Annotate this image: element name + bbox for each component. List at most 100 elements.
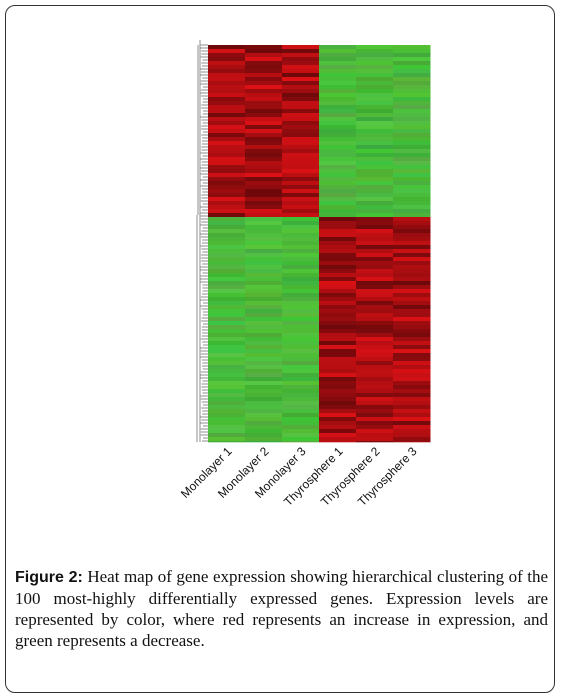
heatmap-cell bbox=[319, 129, 357, 134]
heatmap-cell bbox=[282, 209, 320, 214]
heatmap-cell bbox=[393, 141, 431, 146]
heatmap-cell bbox=[393, 305, 431, 310]
heatmap-cell bbox=[319, 437, 357, 442]
heatmap-cell bbox=[319, 281, 357, 286]
heatmap-cell bbox=[282, 181, 320, 186]
heatmap-cell bbox=[356, 405, 394, 410]
heatmap-cell bbox=[282, 305, 320, 310]
heatmap-cell bbox=[319, 357, 357, 362]
heatmap-cell bbox=[245, 141, 283, 146]
heatmap-cell bbox=[208, 185, 246, 190]
heatmap-cell bbox=[319, 441, 357, 443]
heatmap-cell bbox=[208, 153, 246, 158]
heatmap-cell bbox=[208, 45, 246, 50]
heatmap-cell bbox=[282, 313, 320, 318]
heatmap-cell bbox=[282, 245, 320, 250]
heatmap-cell bbox=[245, 69, 283, 74]
heatmap-cell bbox=[245, 145, 283, 150]
heatmap-cell bbox=[393, 373, 431, 378]
heatmap-cell bbox=[319, 177, 357, 182]
heatmap-cell bbox=[245, 93, 283, 98]
heatmap-cell bbox=[393, 381, 431, 386]
heatmap-cell bbox=[245, 417, 283, 422]
heatmap-cell bbox=[356, 317, 394, 322]
heatmap-cell bbox=[282, 129, 320, 134]
heatmap-cell bbox=[319, 189, 357, 194]
heatmap-cell bbox=[393, 65, 431, 70]
heatmap-cell bbox=[393, 441, 431, 443]
heatmap-cell bbox=[245, 413, 283, 418]
heatmap-cell bbox=[319, 133, 357, 138]
heatmap-cell bbox=[356, 273, 394, 278]
heatmap-cell bbox=[393, 129, 431, 134]
heatmap-cell bbox=[319, 369, 357, 374]
heatmap-cell bbox=[208, 425, 246, 430]
heatmap-cell bbox=[245, 245, 283, 250]
heatmap-cell bbox=[208, 269, 246, 274]
heatmap-cell bbox=[208, 121, 246, 126]
heatmap-cell bbox=[356, 141, 394, 146]
heatmap-cell bbox=[208, 345, 246, 350]
heatmap-cell bbox=[319, 337, 357, 342]
heatmap-cell bbox=[356, 145, 394, 150]
heatmap-cell bbox=[282, 441, 320, 443]
heatmap-cell bbox=[393, 89, 431, 94]
heatmap-cell bbox=[319, 257, 357, 262]
heatmap-cell bbox=[319, 53, 357, 58]
heatmap-cell bbox=[393, 377, 431, 382]
heatmap-cell bbox=[393, 185, 431, 190]
heatmap-cell bbox=[208, 157, 246, 162]
heatmap-cell bbox=[393, 385, 431, 390]
heatmap-cell bbox=[319, 277, 357, 282]
heatmap-cell bbox=[245, 125, 283, 130]
heatmap-cell bbox=[208, 189, 246, 194]
heatmap-cell bbox=[282, 177, 320, 182]
heatmap-cell bbox=[208, 433, 246, 438]
heatmap-cell bbox=[282, 269, 320, 274]
heatmap-cell bbox=[319, 157, 357, 162]
heatmap-cell bbox=[356, 373, 394, 378]
heatmap-cell bbox=[282, 385, 320, 390]
heatmap-cell bbox=[393, 201, 431, 206]
heatmap-cell bbox=[208, 265, 246, 270]
heatmap-cell bbox=[393, 405, 431, 410]
heatmap-cell bbox=[208, 261, 246, 266]
heatmap-cell bbox=[208, 317, 246, 322]
heatmap-cell bbox=[393, 165, 431, 170]
heatmap-cell bbox=[393, 321, 431, 326]
heatmap bbox=[208, 45, 431, 443]
heatmap-cell bbox=[245, 297, 283, 302]
heatmap-cell bbox=[319, 421, 357, 426]
heatmap-cell bbox=[356, 61, 394, 66]
heatmap-cell bbox=[208, 69, 246, 74]
heatmap-cell bbox=[393, 369, 431, 374]
heatmap-cell bbox=[356, 389, 394, 394]
heatmap-cell bbox=[393, 197, 431, 202]
heatmap-cell bbox=[393, 425, 431, 430]
heatmap-cell bbox=[282, 201, 320, 206]
heatmap-cell bbox=[393, 413, 431, 418]
heatmap-cell bbox=[356, 225, 394, 230]
heatmap-cell bbox=[319, 113, 357, 118]
heatmap-cell bbox=[393, 397, 431, 402]
heatmap-cell bbox=[356, 369, 394, 374]
heatmap-cell bbox=[319, 397, 357, 402]
heatmap-cell bbox=[356, 277, 394, 282]
heatmap-cell bbox=[282, 301, 320, 306]
heatmap-cell bbox=[319, 89, 357, 94]
heatmap-cell bbox=[282, 401, 320, 406]
heatmap-cell bbox=[245, 349, 283, 354]
heatmap-cell bbox=[356, 401, 394, 406]
heatmap-cell bbox=[282, 405, 320, 410]
heatmap-cell bbox=[319, 361, 357, 366]
heatmap-cell bbox=[208, 257, 246, 262]
heatmap-cell bbox=[319, 269, 357, 274]
heatmap-cell bbox=[319, 353, 357, 358]
heatmap-cell bbox=[356, 305, 394, 310]
heatmap-cell bbox=[282, 53, 320, 58]
heatmap-cell bbox=[319, 77, 357, 82]
heatmap-cell bbox=[245, 289, 283, 294]
heatmap-cell bbox=[208, 117, 246, 122]
heatmap-cell bbox=[245, 393, 283, 398]
heatmap-cell bbox=[245, 369, 283, 374]
